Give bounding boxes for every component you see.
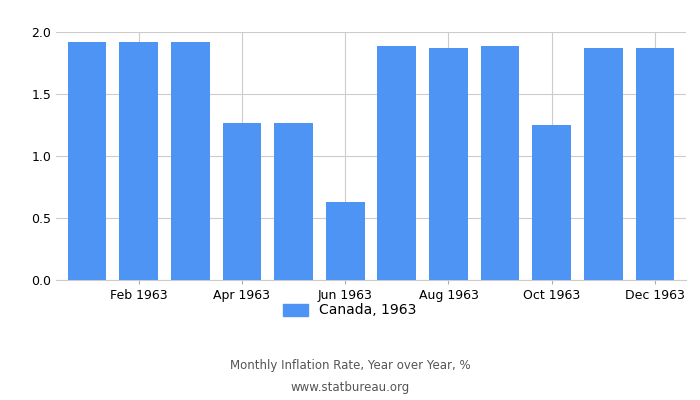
- Bar: [584, 48, 623, 280]
- Text: www.statbureau.org: www.statbureau.org: [290, 382, 410, 394]
- Bar: [223, 122, 261, 280]
- Bar: [481, 46, 519, 280]
- Legend: Canada, 1963: Canada, 1963: [278, 298, 422, 323]
- Bar: [68, 42, 106, 280]
- Bar: [429, 48, 468, 280]
- Bar: [326, 202, 365, 280]
- Bar: [377, 46, 416, 280]
- Bar: [119, 42, 158, 280]
- Bar: [171, 42, 209, 280]
- Bar: [274, 122, 313, 280]
- Bar: [636, 48, 674, 280]
- Text: Monthly Inflation Rate, Year over Year, %: Monthly Inflation Rate, Year over Year, …: [230, 360, 470, 372]
- Bar: [533, 125, 571, 280]
